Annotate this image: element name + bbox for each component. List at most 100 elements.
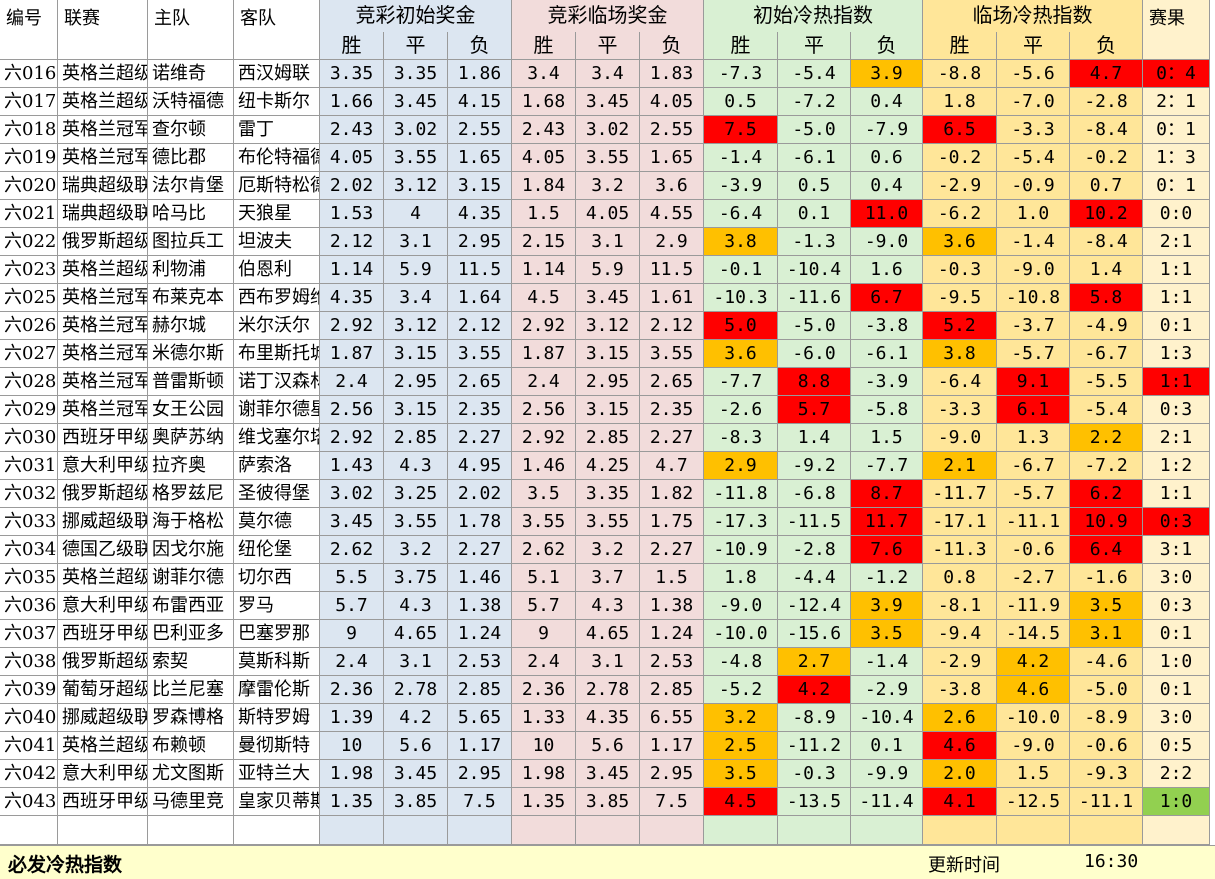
cell-home-team[interactable]: 查尔顿 xyxy=(148,116,234,144)
cell-initial-index[interactable]: 1.8 xyxy=(704,564,778,592)
cell-match-id[interactable]: 六035 xyxy=(0,564,58,592)
cell-away-team[interactable]: 萨索洛 xyxy=(234,452,320,480)
cell-live-index[interactable]: -0.6 xyxy=(1070,732,1143,760)
empty-cell[interactable] xyxy=(997,816,1070,845)
cell-live-index[interactable]: -7.2 xyxy=(1070,452,1143,480)
cell-live-odds[interactable]: 1.87 xyxy=(512,340,576,368)
cell-live-odds[interactable]: 3.4 xyxy=(512,60,576,88)
cell-initial-odds[interactable]: 3.15 xyxy=(448,172,512,200)
cell-result[interactable]: 0:1 xyxy=(1143,620,1210,648)
cell-initial-index[interactable]: 0.1 xyxy=(778,200,851,228)
cell-initial-index[interactable]: -11.4 xyxy=(851,788,923,816)
cell-live-index[interactable]: -0.2 xyxy=(1070,144,1143,172)
cell-match-id[interactable]: 六031 xyxy=(0,452,58,480)
cell-live-index[interactable]: -3.3 xyxy=(997,116,1070,144)
cell-initial-odds[interactable]: 2.62 xyxy=(320,536,384,564)
cell-result[interactable]: 0:3 xyxy=(1143,396,1210,424)
cell-match-id[interactable]: 六040 xyxy=(0,704,58,732)
cell-initial-odds[interactable]: 5.5 xyxy=(320,564,384,592)
cell-result[interactable]: 1:1 xyxy=(1143,480,1210,508)
cell-live-odds[interactable]: 1.46 xyxy=(512,452,576,480)
cell-home-team[interactable]: 德比郡 xyxy=(148,144,234,172)
cell-live-index[interactable]: -1.4 xyxy=(997,228,1070,256)
cell-initial-odds[interactable]: 1.43 xyxy=(320,452,384,480)
cell-initial-odds[interactable]: 1.38 xyxy=(448,592,512,620)
cell-initial-odds[interactable]: 3.12 xyxy=(384,172,448,200)
cell-result[interactable]: 0:5 xyxy=(1143,732,1210,760)
cell-away-team[interactable]: 莫尔德 xyxy=(234,508,320,536)
cell-initial-odds[interactable]: 9 xyxy=(320,620,384,648)
cell-live-index[interactable]: 9.1 xyxy=(997,368,1070,396)
cell-live-index[interactable]: -10.8 xyxy=(997,284,1070,312)
cell-result[interactable]: 1:1 xyxy=(1143,256,1210,284)
empty-cell[interactable] xyxy=(1143,816,1210,845)
cell-live-index[interactable]: -8.9 xyxy=(1070,704,1143,732)
cell-initial-index[interactable]: 3.8 xyxy=(704,228,778,256)
cell-match-id[interactable]: 六021 xyxy=(0,200,58,228)
empty-cell[interactable] xyxy=(384,816,448,845)
header-group_initial_index[interactable]: 初始冷热指数 xyxy=(704,0,923,32)
cell-away-team[interactable]: 莫斯科斯 xyxy=(234,648,320,676)
cell-result[interactable]: 0：4 xyxy=(1143,60,1210,88)
cell-home-team[interactable]: 尤文图斯 xyxy=(148,760,234,788)
cell-home-team[interactable]: 哈马比 xyxy=(148,200,234,228)
cell-match-id[interactable]: 六028 xyxy=(0,368,58,396)
cell-initial-odds[interactable]: 4.35 xyxy=(448,200,512,228)
cell-home-team[interactable]: 马德里竞 xyxy=(148,788,234,816)
cell-live-index[interactable]: -6.4 xyxy=(923,368,997,396)
header-group_live_index-draw[interactable]: 平 xyxy=(997,32,1070,60)
cell-live-odds[interactable]: 5.9 xyxy=(576,256,640,284)
cell-live-odds[interactable]: 4.25 xyxy=(576,452,640,480)
header-group_initial_odds-win[interactable]: 胜 xyxy=(320,32,384,60)
cell-initial-index[interactable]: -2.8 xyxy=(778,536,851,564)
cell-initial-index[interactable]: 6.7 xyxy=(851,284,923,312)
cell-league[interactable]: 英格兰冠军 xyxy=(58,340,148,368)
cell-live-index[interactable]: 2.2 xyxy=(1070,424,1143,452)
cell-live-index[interactable]: -0.2 xyxy=(923,144,997,172)
cell-initial-index[interactable]: 8.7 xyxy=(851,480,923,508)
cell-result[interactable]: 3:0 xyxy=(1143,704,1210,732)
cell-league[interactable]: 英格兰冠军 xyxy=(58,368,148,396)
cell-initial-odds[interactable]: 11.5 xyxy=(448,256,512,284)
cell-away-team[interactable]: 罗马 xyxy=(234,592,320,620)
cell-live-index[interactable]: -14.5 xyxy=(997,620,1070,648)
cell-initial-odds[interactable]: 1.64 xyxy=(448,284,512,312)
cell-home-team[interactable]: 米德尔斯 xyxy=(148,340,234,368)
cell-initial-index[interactable]: -7.3 xyxy=(704,60,778,88)
cell-live-odds[interactable]: 7.5 xyxy=(640,788,704,816)
cell-initial-index[interactable]: -0.3 xyxy=(778,760,851,788)
cell-live-odds[interactable]: 3.85 xyxy=(576,788,640,816)
cell-result[interactable]: 2:2 xyxy=(1143,760,1210,788)
cell-result[interactable]: 3:0 xyxy=(1143,564,1210,592)
cell-live-odds[interactable]: 1.14 xyxy=(512,256,576,284)
cell-live-odds[interactable]: 3.7 xyxy=(576,564,640,592)
cell-initial-index[interactable]: -5.0 xyxy=(778,312,851,340)
cell-match-id[interactable]: 六036 xyxy=(0,592,58,620)
cell-initial-odds[interactable]: 2.92 xyxy=(320,312,384,340)
header-league[interactable]: 联赛 xyxy=(58,0,148,60)
cell-live-index[interactable]: -9.5 xyxy=(923,284,997,312)
cell-initial-odds[interactable]: 2.65 xyxy=(448,368,512,396)
cell-live-odds[interactable]: 3.45 xyxy=(576,284,640,312)
cell-initial-odds[interactable]: 1.46 xyxy=(448,564,512,592)
cell-live-odds[interactable]: 3.5 xyxy=(512,480,576,508)
cell-match-id[interactable]: 六030 xyxy=(0,424,58,452)
cell-home-team[interactable]: 利物浦 xyxy=(148,256,234,284)
cell-home-team[interactable]: 索契 xyxy=(148,648,234,676)
cell-league[interactable]: 西班牙甲级 xyxy=(58,788,148,816)
cell-initial-odds[interactable]: 2.35 xyxy=(448,396,512,424)
cell-league[interactable]: 英格兰冠军 xyxy=(58,116,148,144)
cell-away-team[interactable]: 布伦特福德 xyxy=(234,144,320,172)
cell-live-odds[interactable]: 2.85 xyxy=(640,676,704,704)
empty-cell[interactable] xyxy=(704,816,778,845)
cell-live-odds[interactable]: 3.4 xyxy=(576,60,640,88)
cell-away-team[interactable]: 厄斯特松德 xyxy=(234,172,320,200)
cell-live-index[interactable]: 4.1 xyxy=(923,788,997,816)
header-group_live_odds[interactable]: 竞彩临场奖金 xyxy=(512,0,704,32)
cell-initial-index[interactable]: -4.8 xyxy=(704,648,778,676)
cell-initial-index[interactable]: -8.9 xyxy=(778,704,851,732)
cell-live-odds[interactable]: 4.05 xyxy=(576,200,640,228)
cell-league[interactable]: 英格兰超级 xyxy=(58,60,148,88)
cell-league[interactable]: 英格兰冠军 xyxy=(58,312,148,340)
cell-initial-index[interactable]: 3.5 xyxy=(704,760,778,788)
